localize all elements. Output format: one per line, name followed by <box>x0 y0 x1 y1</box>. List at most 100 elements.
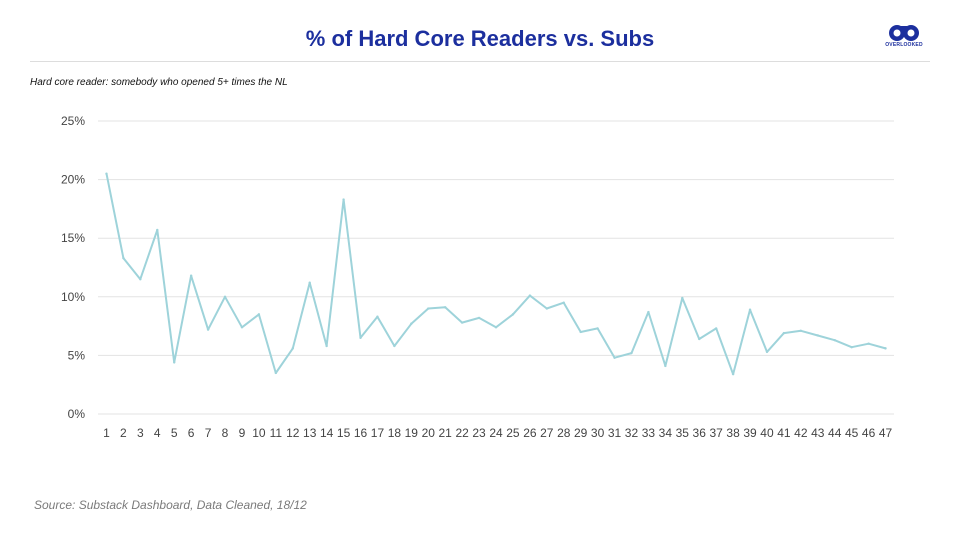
data-point <box>342 198 345 201</box>
x-tick-label: 30 <box>591 426 605 440</box>
data-point <box>748 308 752 311</box>
data-point <box>833 338 836 342</box>
binoculars-logo-icon <box>889 25 919 41</box>
x-tick-label: 8 <box>222 426 229 440</box>
data-point <box>867 342 870 345</box>
x-tick-label: 36 <box>693 426 707 440</box>
data-point <box>630 351 633 355</box>
data-point <box>613 356 616 359</box>
data-point <box>173 361 176 364</box>
x-tick-label: 43 <box>811 426 825 440</box>
data-point <box>528 294 532 297</box>
x-tick-label: 7 <box>205 426 212 440</box>
y-tick-label: 10% <box>61 290 85 304</box>
data-point <box>596 327 599 330</box>
data-point <box>850 345 853 349</box>
data-point <box>427 307 430 310</box>
x-tick-label: 13 <box>303 426 317 440</box>
y-tick-label: 15% <box>61 231 85 245</box>
data-point <box>189 274 193 277</box>
data-point <box>223 295 227 298</box>
x-tick-label: 20 <box>422 426 436 440</box>
chart-subtitle: Hard core reader: somebody who opened 5+… <box>30 77 288 88</box>
data-point <box>494 326 498 329</box>
x-tick-label: 44 <box>828 426 842 440</box>
x-tick-label: 31 <box>608 426 622 440</box>
data-point <box>122 256 125 260</box>
x-tick-label: 15 <box>337 426 351 440</box>
y-tick-label: 5% <box>68 348 86 362</box>
x-tick-label: 1 <box>103 426 110 440</box>
data-point <box>731 372 735 376</box>
x-tick-label: 32 <box>625 426 639 440</box>
x-tick-label: 14 <box>320 426 334 440</box>
x-tick-label: 46 <box>862 426 876 440</box>
data-point <box>105 172 108 175</box>
x-tick-label: 23 <box>472 426 486 440</box>
title-divider <box>30 61 930 62</box>
data-point <box>681 296 684 300</box>
x-tick-label: 35 <box>676 426 690 440</box>
x-tick-label: 33 <box>642 426 656 440</box>
x-tick-label: 45 <box>845 426 859 440</box>
x-tick-label: 26 <box>523 426 537 440</box>
y-tick-label: 0% <box>68 407 86 421</box>
y-tick-label: 25% <box>61 114 85 128</box>
data-point <box>765 350 769 354</box>
data-point <box>782 331 786 335</box>
data-point <box>579 330 582 334</box>
x-tick-label: 28 <box>557 426 571 440</box>
data-point <box>139 278 142 281</box>
x-tick-label: 25 <box>506 426 520 440</box>
data-point <box>698 337 701 341</box>
chart-title: % of Hard Core Readers vs. Subs <box>305 26 655 51</box>
data-point <box>376 315 379 318</box>
data-point <box>664 364 667 368</box>
data-point <box>359 336 362 340</box>
x-tick-label: 27 <box>540 426 554 440</box>
data-point <box>156 228 159 232</box>
data-point <box>714 327 718 330</box>
x-tick-label: 12 <box>286 426 300 440</box>
x-tick-label: 37 <box>709 426 723 440</box>
x-tick-label: 10 <box>252 426 266 440</box>
x-tick-label: 9 <box>239 426 246 440</box>
data-point <box>460 321 464 324</box>
x-tick-label: 16 <box>354 426 368 440</box>
x-tick-label: 38 <box>726 426 740 440</box>
data-point <box>884 347 887 350</box>
x-tick-label: 41 <box>777 426 791 440</box>
data-point <box>477 316 481 320</box>
data-point <box>240 326 244 329</box>
source-note: Source: Substack Dashboard, Data Cleaned… <box>34 498 307 512</box>
data-point <box>291 347 294 350</box>
series-line <box>105 173 886 376</box>
data-point <box>410 322 413 325</box>
x-tick-label: 6 <box>188 426 195 440</box>
x-tick-label: 34 <box>659 426 673 440</box>
data-point <box>545 307 549 310</box>
data-point <box>206 328 210 331</box>
x-tick-label: 40 <box>760 426 774 440</box>
data-point <box>257 313 261 316</box>
x-tick-label: 19 <box>405 426 419 440</box>
x-tick-label: 2 <box>120 426 127 440</box>
logo-text: OVERLOOKED <box>885 42 923 48</box>
x-tick-label: 22 <box>455 426 469 440</box>
data-point <box>816 334 819 337</box>
x-tick-label: 47 <box>879 426 893 440</box>
x-tick-label: 39 <box>743 426 757 440</box>
x-tick-label: 17 <box>371 426 385 440</box>
y-tick-label: 20% <box>61 173 85 187</box>
x-tick-label: 24 <box>489 426 503 440</box>
x-tick-label: 3 <box>137 426 144 440</box>
x-tick-label: 29 <box>574 426 588 440</box>
x-tick-label: 18 <box>388 426 402 440</box>
data-point <box>308 281 311 284</box>
data-point <box>511 313 515 316</box>
data-point <box>647 310 650 314</box>
data-point <box>274 371 278 375</box>
x-tick-label: 11 <box>270 426 283 440</box>
data-point <box>799 329 803 332</box>
